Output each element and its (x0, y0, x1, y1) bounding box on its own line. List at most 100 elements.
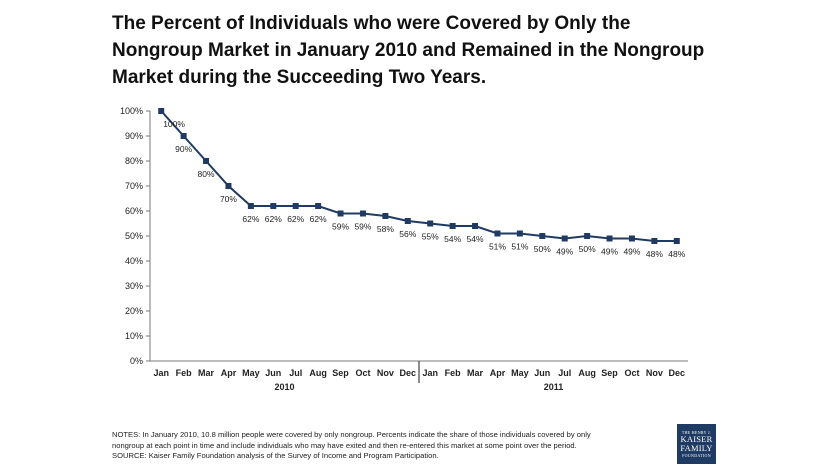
data-point (427, 220, 434, 227)
x-tick-label: Nov (377, 368, 394, 378)
logo-line-4: FOUNDATION (682, 453, 711, 458)
x-tick-label: Jul (558, 368, 571, 378)
y-tick-label: 30% (125, 281, 143, 291)
x-tick-label: May (242, 368, 260, 378)
data-point (584, 233, 591, 239)
data-point (158, 108, 165, 114)
data-label: 48% (646, 249, 663, 259)
data-label: 62% (310, 214, 327, 224)
notes-line-2: nongroup at each point in time and inclu… (112, 440, 577, 450)
x-tick-label: Feb (445, 368, 462, 378)
y-tick-label: 100% (120, 106, 143, 116)
data-label: 62% (287, 214, 304, 224)
data-label: 55% (422, 232, 439, 242)
category-labels-group: Jan Feb Mar Apr May Jun Jul Aug Sep Oct Nov Dec Jan F… (153, 368, 685, 378)
data-point (270, 203, 277, 209)
data-point (337, 210, 344, 217)
x-tick-label: Jan (153, 368, 169, 378)
data-point (203, 158, 210, 164)
data-point (225, 183, 232, 189)
data-point (516, 230, 523, 237)
series-line-group (160, 110, 677, 242)
logo-line-3: FAMILY (680, 443, 713, 453)
data-label: 100% (163, 119, 185, 129)
data-label: 51% (489, 242, 506, 252)
data-label: 49% (623, 247, 640, 257)
logo-line-2: KAISER (680, 434, 713, 444)
source-line: SOURCE: Kaiser Family Foundation analysi… (112, 451, 439, 460)
x-tick-label: Apr (490, 368, 506, 378)
x-tick-label: Aug (309, 368, 327, 378)
data-label: 59% (332, 222, 349, 232)
data-point (359, 210, 366, 217)
data-label: 56% (399, 229, 416, 239)
data-label: 80% (198, 169, 215, 179)
y-tick-label: 0% (130, 356, 143, 366)
data-point (292, 203, 299, 209)
x-tick-label: May (511, 368, 529, 378)
x-tick-label: Jan (422, 368, 438, 378)
y-tick-label: 40% (125, 256, 143, 266)
data-label: 51% (511, 242, 528, 252)
data-label: 62% (242, 214, 259, 224)
logo-line-1: THE HENRY J. (681, 430, 712, 435)
data-label: 58% (377, 224, 394, 234)
y-tick-label: 20% (125, 306, 143, 316)
data-point (673, 238, 680, 244)
year-labels-group: 2010 2011 (274, 382, 563, 392)
data-point (539, 233, 546, 239)
data-point (180, 133, 187, 139)
y-tick-label: 10% (125, 331, 143, 341)
y-tick-label: 50% (125, 231, 143, 241)
data-point (606, 235, 613, 242)
y-axis: 0% 10% 20% 30% 40% 50% 60% 70% 80% 90% 100% (120, 106, 151, 366)
markers-group (158, 108, 680, 244)
x-tick-label: Sep (601, 368, 618, 378)
data-label: 50% (534, 244, 551, 254)
data-label: 49% (601, 247, 618, 257)
series-line (160, 110, 677, 242)
y-tick-label: 60% (125, 206, 143, 216)
x-tick-label: Oct (624, 368, 639, 378)
data-point (628, 235, 635, 242)
chart-notes: NOTES: In January 2010, 10.8 million peo… (112, 430, 667, 462)
x-tick-label: Dec (400, 368, 417, 378)
x-tick-label: Mar (467, 368, 484, 378)
y-tick-label: 90% (125, 131, 143, 141)
data-label: 90% (175, 144, 192, 154)
year-label: 2010 (274, 382, 294, 392)
data-label: 48% (668, 249, 685, 259)
data-label: 50% (579, 244, 596, 254)
y-tick-label: 70% (125, 181, 143, 191)
data-point (494, 230, 501, 237)
data-point (382, 213, 389, 219)
data-label: 49% (556, 247, 573, 257)
year-label: 2011 (544, 382, 564, 392)
data-point (404, 218, 411, 224)
y-tick-label: 80% (125, 156, 143, 166)
x-tick-label: Jun (534, 368, 550, 378)
x-tick-label: Mar (198, 368, 215, 378)
data-point (449, 223, 456, 229)
data-point (561, 235, 568, 242)
data-point (315, 203, 322, 209)
data-point (247, 203, 254, 209)
x-tick-label: Apr (221, 368, 237, 378)
data-label: 70% (220, 194, 237, 204)
data-label: 54% (467, 234, 484, 244)
data-point (472, 223, 479, 229)
x-tick-label: Jul (289, 368, 302, 378)
chart-title: The Percent of Individuals who were Cove… (112, 13, 705, 88)
data-label: 62% (265, 214, 282, 224)
x-tick-label: Feb (176, 368, 193, 378)
x-tick-label: Nov (646, 368, 663, 378)
data-label: 59% (354, 222, 371, 232)
x-tick-label: Oct (355, 368, 370, 378)
notes-line-1: NOTES: In January 2010, 10.8 million peo… (112, 430, 591, 439)
x-tick-label: Aug (578, 368, 596, 378)
data-label: 54% (444, 234, 461, 244)
x-tick-label: Sep (332, 368, 349, 378)
x-tick-label: Jun (265, 368, 281, 378)
data-labels-group: 100% 90% 80% 70% 62% 62% 62% 62% 59% 59% 58% 56% 55%… (163, 119, 686, 259)
